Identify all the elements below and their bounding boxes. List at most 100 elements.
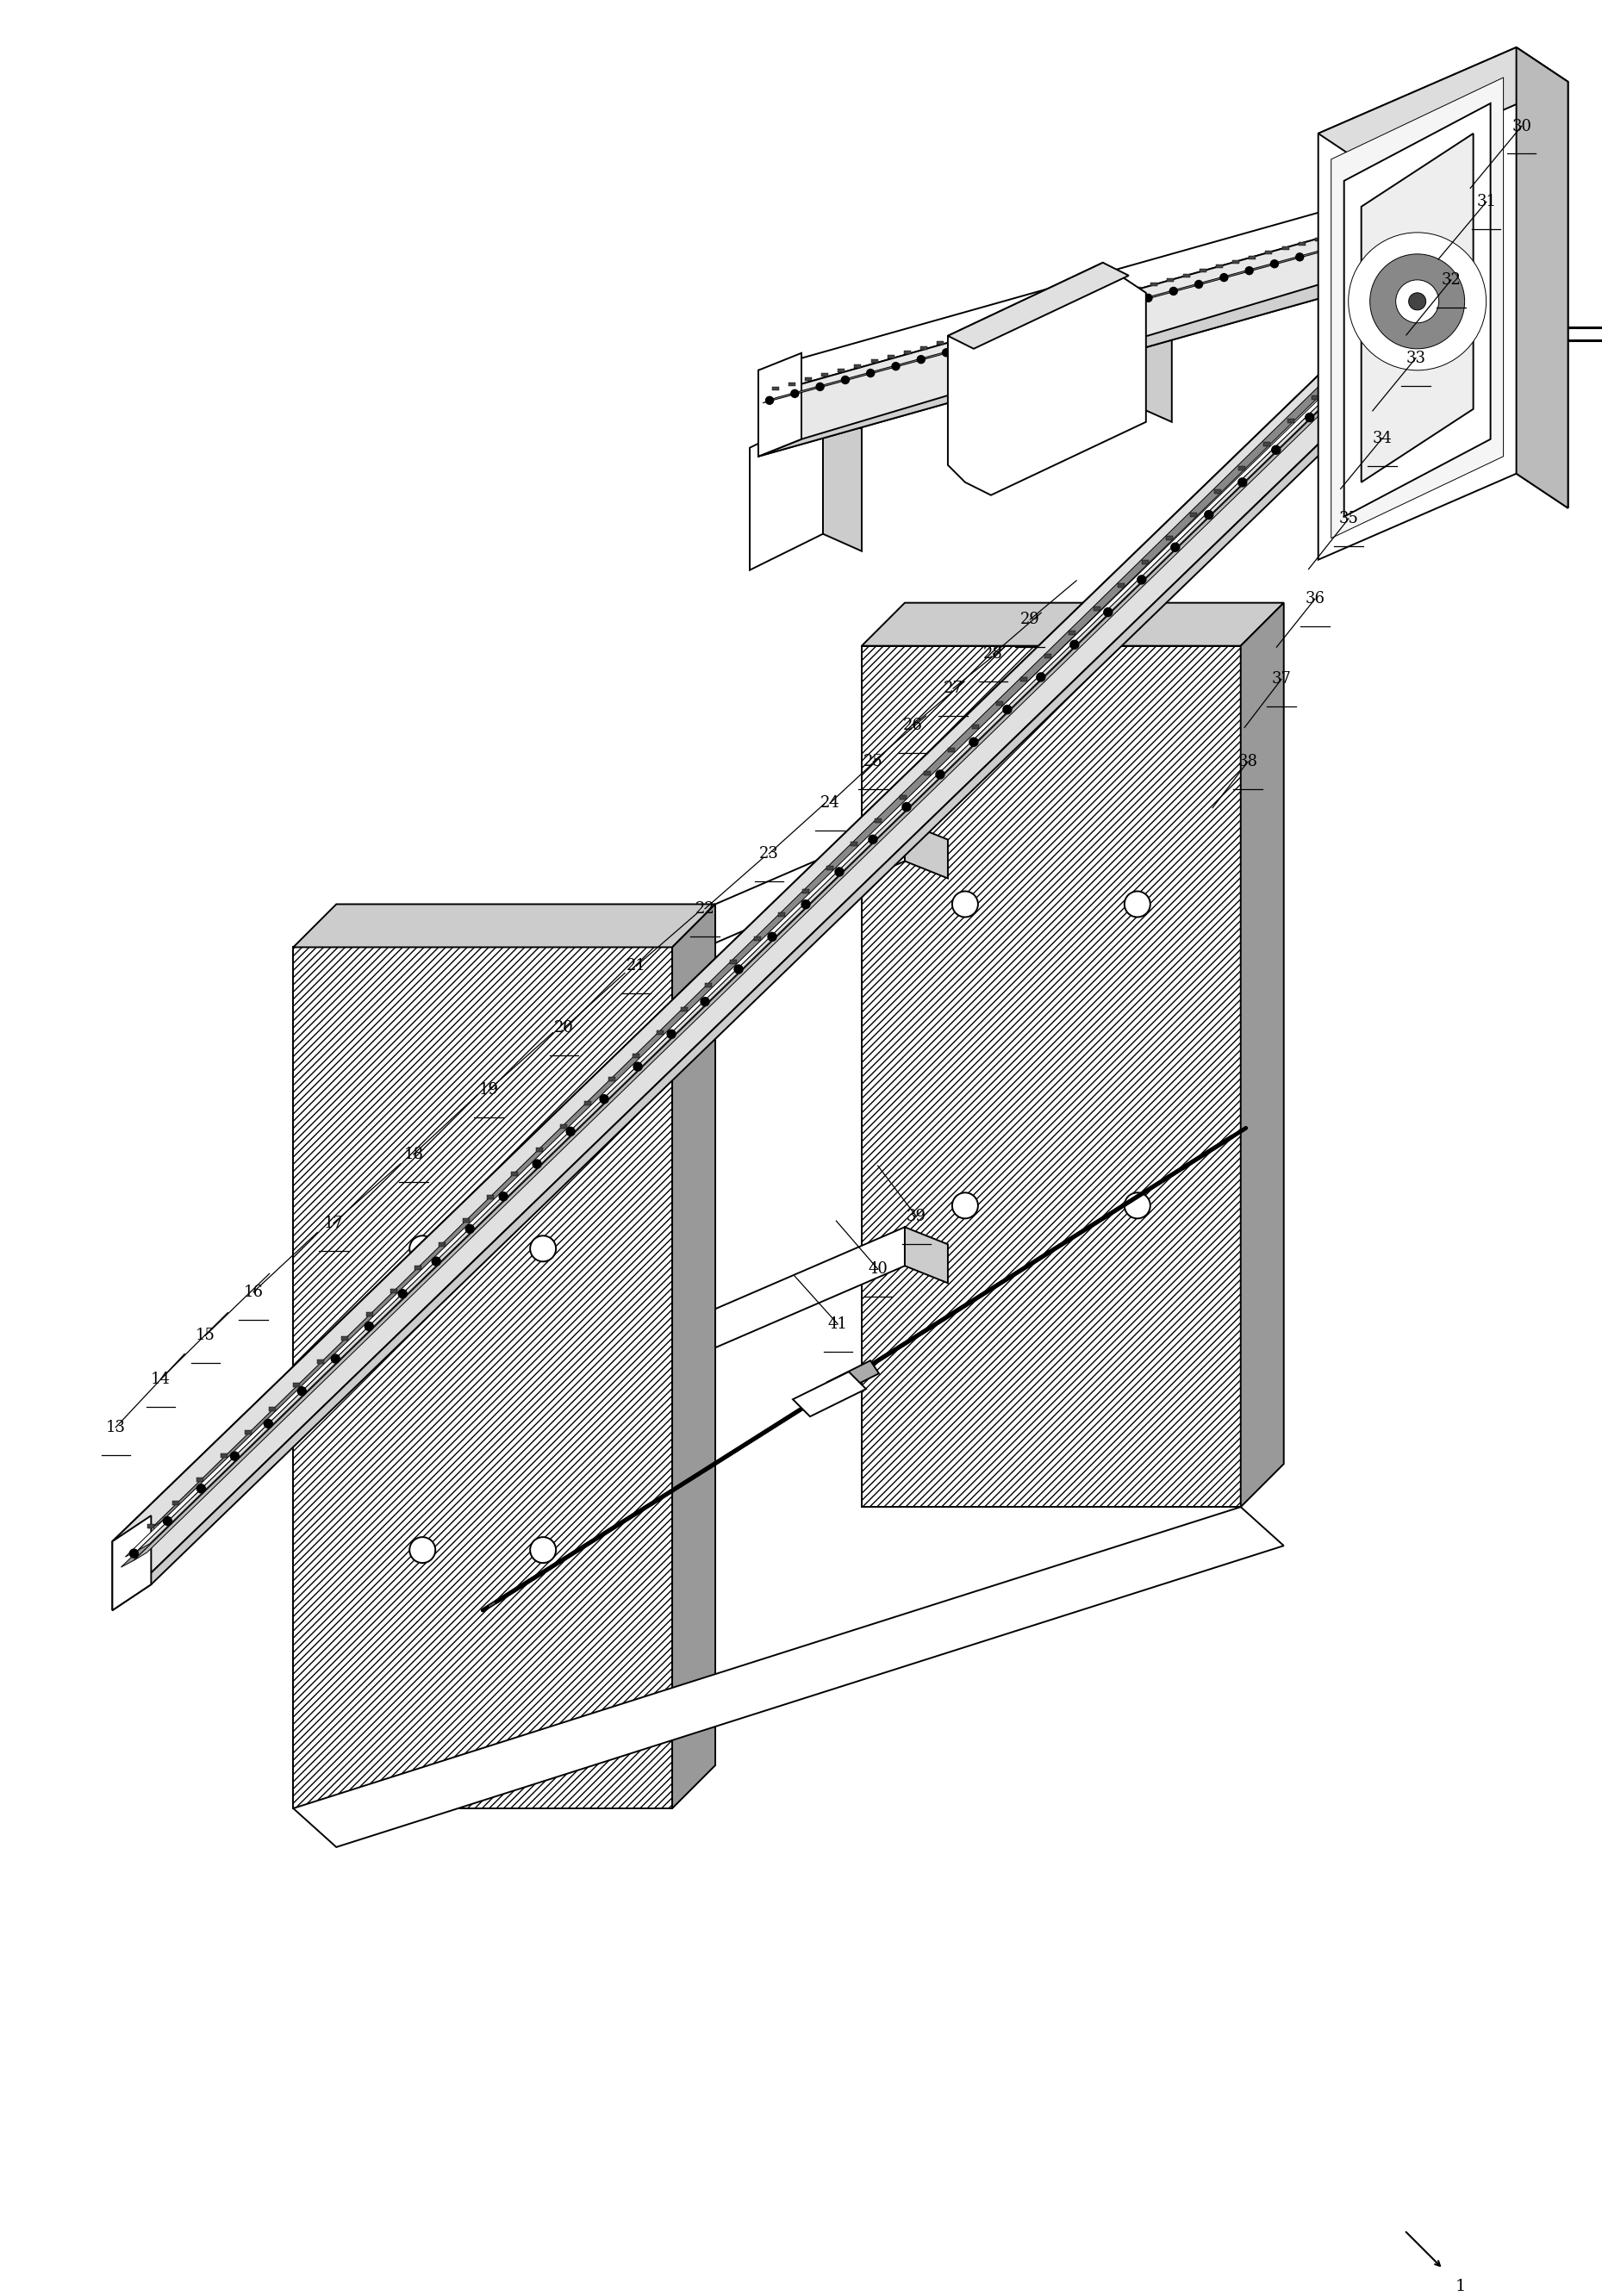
Circle shape xyxy=(1120,301,1126,308)
Circle shape xyxy=(1370,255,1464,349)
Circle shape xyxy=(530,1235,556,1261)
Polygon shape xyxy=(1362,133,1474,482)
Circle shape xyxy=(1498,197,1506,207)
Polygon shape xyxy=(135,287,1451,1561)
Polygon shape xyxy=(827,866,833,870)
Polygon shape xyxy=(920,347,928,349)
Polygon shape xyxy=(1020,677,1027,682)
Text: 14: 14 xyxy=(151,1371,170,1387)
Polygon shape xyxy=(681,1006,687,1010)
Polygon shape xyxy=(1166,278,1174,282)
Polygon shape xyxy=(763,200,1507,404)
Polygon shape xyxy=(293,948,673,1809)
Circle shape xyxy=(1245,266,1253,276)
Polygon shape xyxy=(1456,255,1464,259)
Polygon shape xyxy=(1238,466,1246,471)
Polygon shape xyxy=(112,1515,151,1609)
Text: 28: 28 xyxy=(984,645,1003,661)
Circle shape xyxy=(1144,294,1152,301)
Circle shape xyxy=(952,1192,977,1219)
Polygon shape xyxy=(972,726,979,728)
Polygon shape xyxy=(716,1226,905,1348)
Polygon shape xyxy=(1479,193,1487,195)
Polygon shape xyxy=(1463,197,1469,200)
Text: 35: 35 xyxy=(1339,512,1358,526)
Polygon shape xyxy=(112,271,1426,1609)
Circle shape xyxy=(1137,576,1145,583)
Circle shape xyxy=(1036,673,1045,682)
Polygon shape xyxy=(758,354,801,457)
Text: 41: 41 xyxy=(828,1316,847,1332)
Circle shape xyxy=(969,737,977,746)
Polygon shape xyxy=(1431,207,1437,209)
Polygon shape xyxy=(793,1371,867,1417)
Polygon shape xyxy=(1282,246,1288,250)
Circle shape xyxy=(993,335,1001,342)
Circle shape xyxy=(1070,641,1078,650)
Polygon shape xyxy=(1064,280,1133,439)
Circle shape xyxy=(1397,225,1405,234)
Circle shape xyxy=(791,390,799,397)
Polygon shape xyxy=(716,822,905,944)
Polygon shape xyxy=(1184,273,1190,278)
Polygon shape xyxy=(854,365,862,367)
Polygon shape xyxy=(171,1502,179,1504)
Polygon shape xyxy=(1447,202,1453,204)
Text: 31: 31 xyxy=(1477,195,1496,209)
Polygon shape xyxy=(888,356,894,358)
Circle shape xyxy=(533,1159,541,1169)
Polygon shape xyxy=(755,937,761,941)
Polygon shape xyxy=(750,411,823,569)
Circle shape xyxy=(264,1419,272,1428)
Polygon shape xyxy=(904,351,910,354)
Circle shape xyxy=(936,769,945,778)
Polygon shape xyxy=(138,278,1455,1550)
Polygon shape xyxy=(559,1125,567,1130)
Polygon shape xyxy=(1085,301,1091,303)
Text: 15: 15 xyxy=(195,1327,215,1343)
Polygon shape xyxy=(1200,269,1206,273)
Circle shape xyxy=(1104,608,1112,618)
Polygon shape xyxy=(1347,227,1355,232)
Polygon shape xyxy=(1298,241,1306,246)
Polygon shape xyxy=(996,700,1003,705)
Text: 1: 1 xyxy=(1455,2278,1466,2294)
Polygon shape xyxy=(1232,259,1240,264)
Polygon shape xyxy=(1331,78,1503,537)
Polygon shape xyxy=(1331,232,1338,236)
Circle shape xyxy=(1270,259,1278,269)
Polygon shape xyxy=(1336,372,1342,377)
Circle shape xyxy=(599,1095,609,1104)
Circle shape xyxy=(767,932,777,941)
Text: 29: 29 xyxy=(1020,611,1040,627)
Text: 25: 25 xyxy=(863,753,883,769)
Polygon shape xyxy=(657,1031,663,1035)
Polygon shape xyxy=(365,1313,373,1318)
Text: 18: 18 xyxy=(404,1146,423,1162)
Polygon shape xyxy=(122,294,1439,1568)
Circle shape xyxy=(410,1536,436,1564)
Circle shape xyxy=(942,349,950,356)
Circle shape xyxy=(1349,232,1487,370)
Polygon shape xyxy=(633,1054,639,1058)
Text: 13: 13 xyxy=(106,1419,125,1435)
Circle shape xyxy=(1221,273,1227,282)
Polygon shape xyxy=(803,889,809,893)
Polygon shape xyxy=(772,386,779,390)
Circle shape xyxy=(1171,542,1179,551)
Circle shape xyxy=(1069,315,1077,321)
Polygon shape xyxy=(823,411,862,551)
Polygon shape xyxy=(609,1077,615,1081)
Polygon shape xyxy=(1408,301,1415,305)
Polygon shape xyxy=(1286,418,1294,422)
Polygon shape xyxy=(948,262,1145,496)
Circle shape xyxy=(130,1550,138,1557)
Circle shape xyxy=(1003,705,1011,714)
Polygon shape xyxy=(195,1476,203,1481)
Text: 24: 24 xyxy=(820,794,839,810)
Polygon shape xyxy=(948,748,955,753)
Text: 17: 17 xyxy=(324,1215,343,1231)
Circle shape xyxy=(410,1235,436,1261)
Circle shape xyxy=(815,383,823,390)
Polygon shape xyxy=(1381,220,1387,223)
